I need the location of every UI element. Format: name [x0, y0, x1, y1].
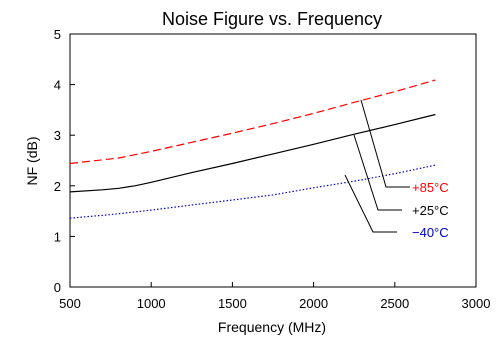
x-tick-label: 1000 — [137, 296, 166, 311]
legend-callouts: +85°C +25°C −40°C — [344, 99, 449, 240]
legend-label: +85°C — [412, 180, 449, 195]
y-tick-label: 3 — [54, 128, 61, 143]
callout-leader — [353, 134, 402, 211]
series-layer — [69, 79, 436, 219]
y-tick-label: 2 — [54, 179, 61, 194]
x-tick-label: 2500 — [380, 296, 409, 311]
x-tick-label: 3000 — [462, 296, 491, 311]
y-tick-label: 4 — [54, 78, 61, 93]
plot-area-frame — [69, 33, 477, 288]
x-tick-label: 1500 — [218, 296, 247, 311]
series-line-1 — [69, 113, 436, 193]
legend-label: +25°C — [412, 203, 449, 218]
chart-title: Noise Figure vs. Frequency — [162, 9, 382, 29]
callout-leader — [344, 174, 397, 233]
callout-leader — [360, 99, 410, 188]
y-axis-label: NF (dB) — [24, 137, 40, 186]
legend-label: −40°C — [412, 225, 449, 240]
x-tick-label: 500 — [59, 296, 81, 311]
y-tick-label: 0 — [54, 280, 61, 295]
x-axis: 500 1000 1500 2000 2500 3000 — [59, 282, 490, 311]
y-tick-label: 5 — [54, 27, 61, 42]
x-axis-label: Frequency (MHz) — [218, 319, 326, 335]
y-axis: 0 1 2 3 4 5 — [54, 27, 75, 295]
x-tick-label: 2000 — [299, 296, 328, 311]
series-line-0 — [69, 79, 436, 165]
y-tick-label: 1 — [54, 229, 61, 244]
